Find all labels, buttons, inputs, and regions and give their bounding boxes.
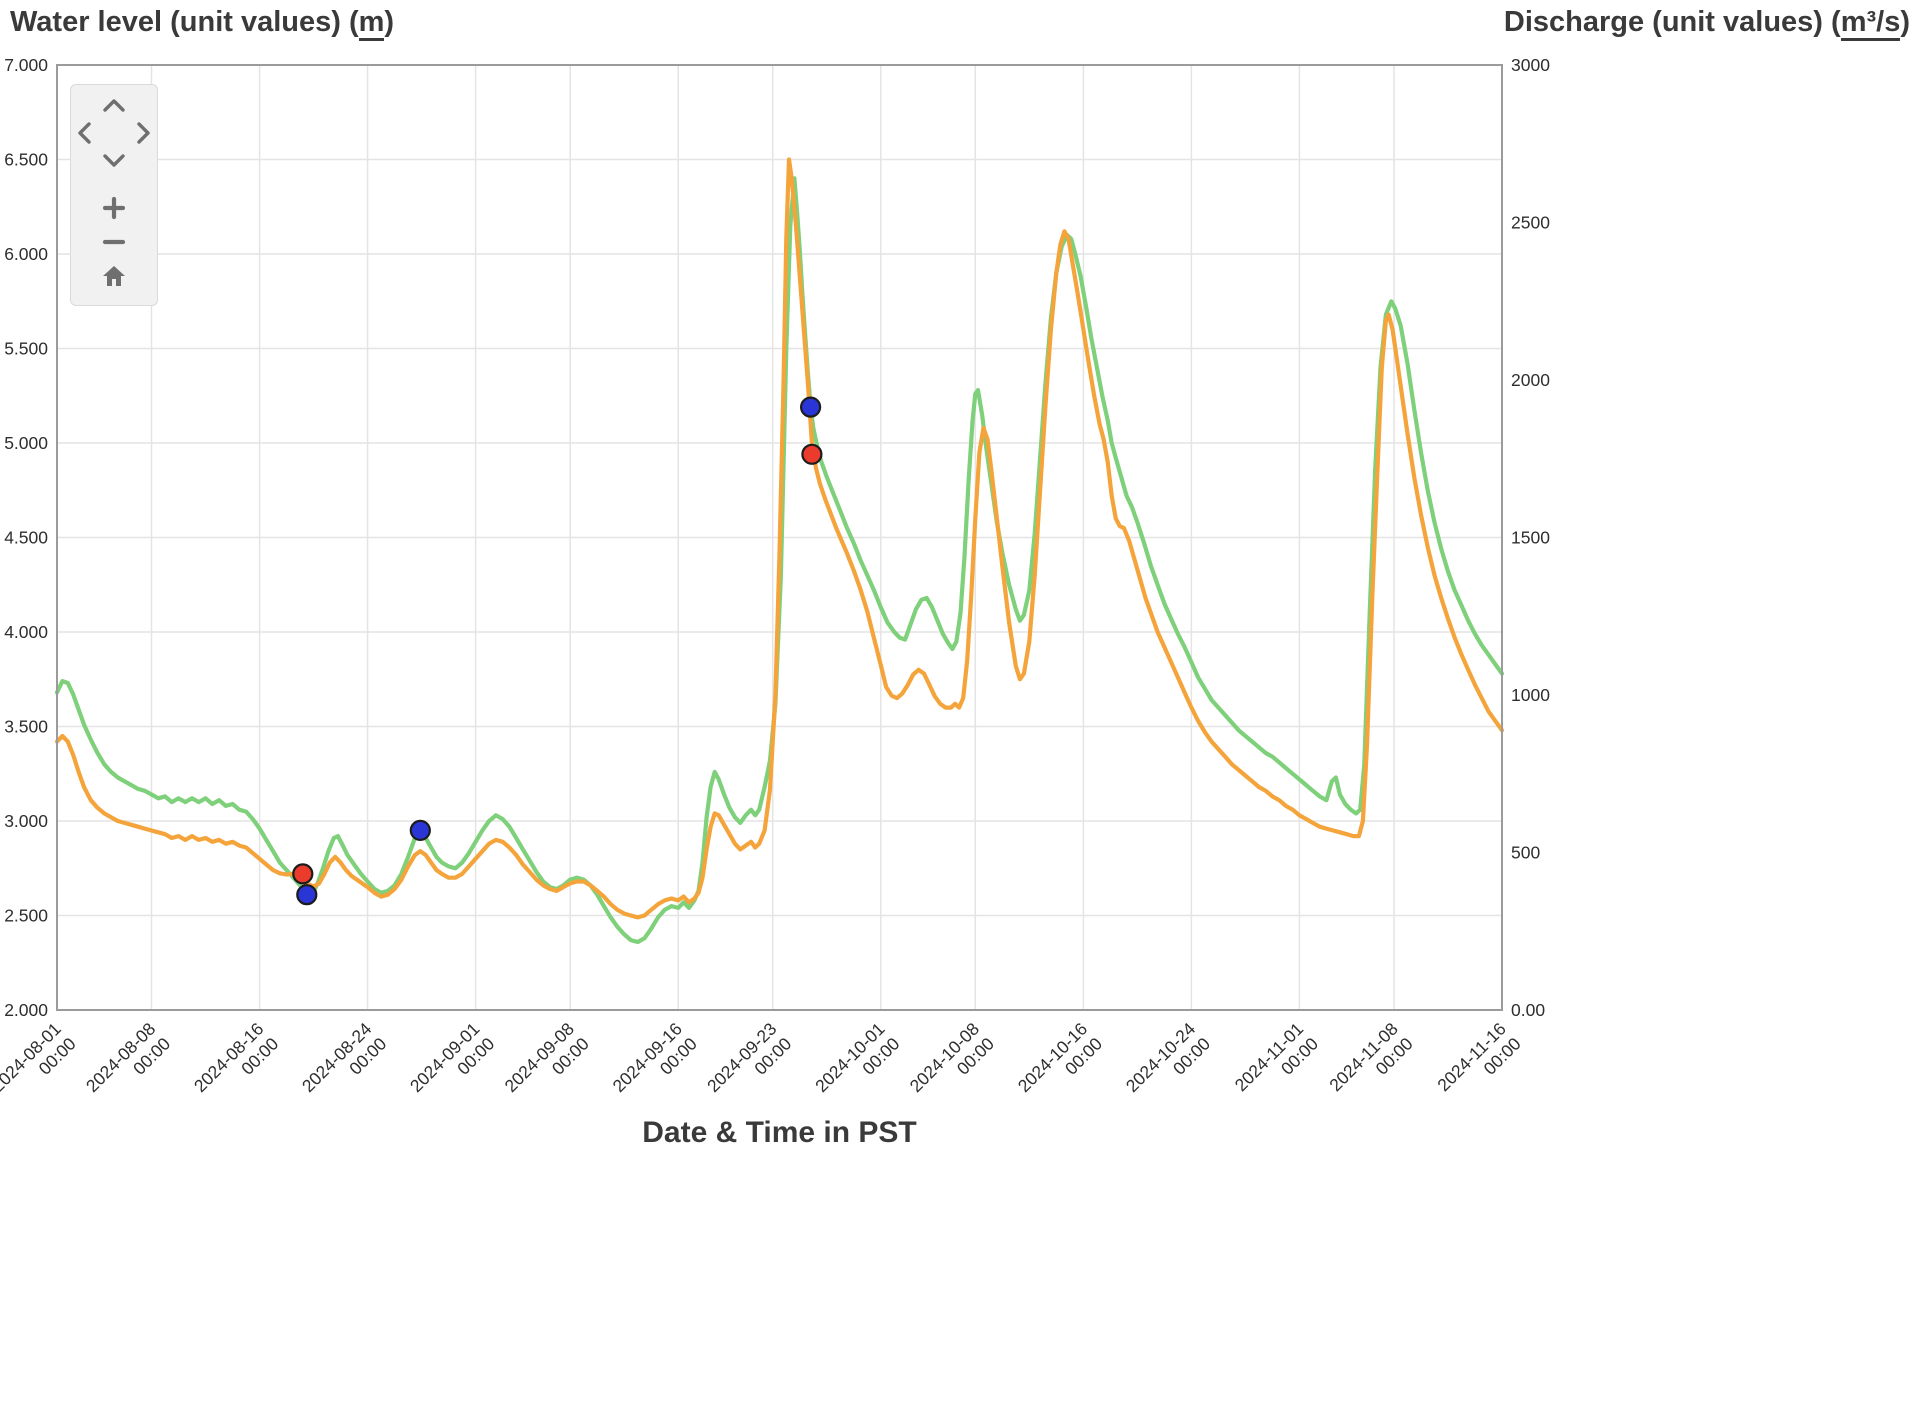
left-axis-unit: m (358, 6, 385, 41)
left-axis-tick-label: 3.000 (4, 811, 48, 831)
x-axis-title: Date & Time in PST (642, 1116, 917, 1149)
chevron-right-icon (137, 122, 150, 144)
left-axis-tick-label: 4.500 (4, 528, 48, 548)
x-axis-tick-label: 2024-09-2300:00 (703, 1019, 795, 1111)
chevron-up-icon (103, 99, 125, 112)
x-axis-tick-label: 2024-08-0100:00 (0, 1019, 80, 1111)
left-axis-title-text: Water level (unit values) ( (10, 6, 359, 38)
right-axis-tick-label: 1500 (1511, 528, 1550, 548)
home-icon (103, 266, 125, 286)
reset-view-button[interactable] (99, 262, 129, 290)
right-axis-tick-label: 1000 (1511, 685, 1550, 705)
chevron-down-icon (103, 154, 125, 167)
zoom-in-button[interactable] (100, 194, 128, 222)
left-axis-title-suffix: ) (384, 6, 395, 38)
left-axis-title: Water level (unit values) (m) (10, 6, 395, 41)
x-axis-tick-label: 2024-09-0100:00 (406, 1019, 498, 1111)
left-axis-tick-label: 4.000 (4, 622, 48, 642)
left-axis-tick-label: 5.000 (4, 433, 48, 453)
pan-right-button[interactable] (134, 118, 153, 148)
left-axis-tick-label: 6.000 (4, 244, 48, 264)
x-axis-tick-label: 2024-10-1600:00 (1014, 1019, 1106, 1111)
right-axis-title: Discharge (unit values) (m³/s) (1503, 6, 1910, 41)
x-axis-tick-label: 2024-11-1600:00 (1433, 1019, 1525, 1111)
pan-down-button[interactable] (99, 151, 129, 170)
x-axis-tick-label: 2024-08-1600:00 (190, 1019, 282, 1111)
left-axis-tick-label: 3.500 (4, 717, 48, 737)
chevron-left-icon (78, 122, 91, 144)
right-axis-tick-label: 500 (1511, 843, 1540, 863)
x-axis-tick-label: 2024-11-0800:00 (1325, 1019, 1417, 1111)
plot-border (56, 64, 1503, 1011)
x-axis-tick-label: 2024-08-2400:00 (298, 1019, 390, 1111)
minus-icon (102, 239, 126, 245)
x-axis-tick-label: 2024-11-0100:00 (1231, 1019, 1323, 1111)
left-axis-tick-label: 2.000 (4, 1000, 48, 1020)
pan-middle-row (75, 117, 153, 149)
left-axis-tick-label: 7.000 (4, 55, 48, 75)
pan-up-button[interactable] (99, 96, 129, 115)
plus-icon (102, 196, 126, 220)
chart-nav-panel (70, 84, 158, 306)
left-axis-tick-label: 6.500 (4, 150, 48, 170)
zoom-out-button[interactable] (100, 228, 128, 256)
left-axis-tick-label: 5.500 (4, 339, 48, 359)
right-axis-tick-label: 2000 (1511, 370, 1550, 390)
red-observation-marker[interactable] (292, 863, 314, 885)
right-axis-tick-label: 2500 (1511, 213, 1550, 233)
right-axis-tick-label: 3000 (1511, 55, 1550, 75)
left-axis-tick-label: 2.500 (4, 906, 48, 926)
right-axis-tick-label: 0.00 (1511, 1000, 1545, 1020)
plot-canvas[interactable]: 7.000 6.500 6.000 5.500 5.000 4.500 4.000 3.500… (0, 0, 1920, 1170)
right-axis-title-text: Discharge (unit values) ( (1503, 6, 1841, 38)
right-axis-title-suffix: ) (1900, 6, 1910, 38)
pan-left-button[interactable] (75, 118, 94, 148)
x-axis-tick-label: 2024-09-0800:00 (501, 1019, 593, 1111)
red-observation-marker[interactable] (801, 443, 823, 465)
blue-observation-marker[interactable] (409, 819, 431, 842)
x-axis-tick-label: 2024-10-2400:00 (1122, 1019, 1214, 1111)
discharge-line[interactable] (54, 157, 1505, 920)
x-axis-tick-label: 2024-10-0800:00 (906, 1019, 998, 1111)
blue-observation-marker[interactable] (296, 884, 318, 906)
blue-observation-marker[interactable] (799, 396, 822, 418)
x-axis-tick-label: 2024-09-1600:00 (609, 1019, 701, 1111)
right-axis-unit: m³/s (1840, 6, 1901, 41)
x-axis-tick-label: 2024-10-0100:00 (811, 1019, 903, 1111)
x-axis-tick-label: 2024-08-0800:00 (82, 1019, 174, 1111)
